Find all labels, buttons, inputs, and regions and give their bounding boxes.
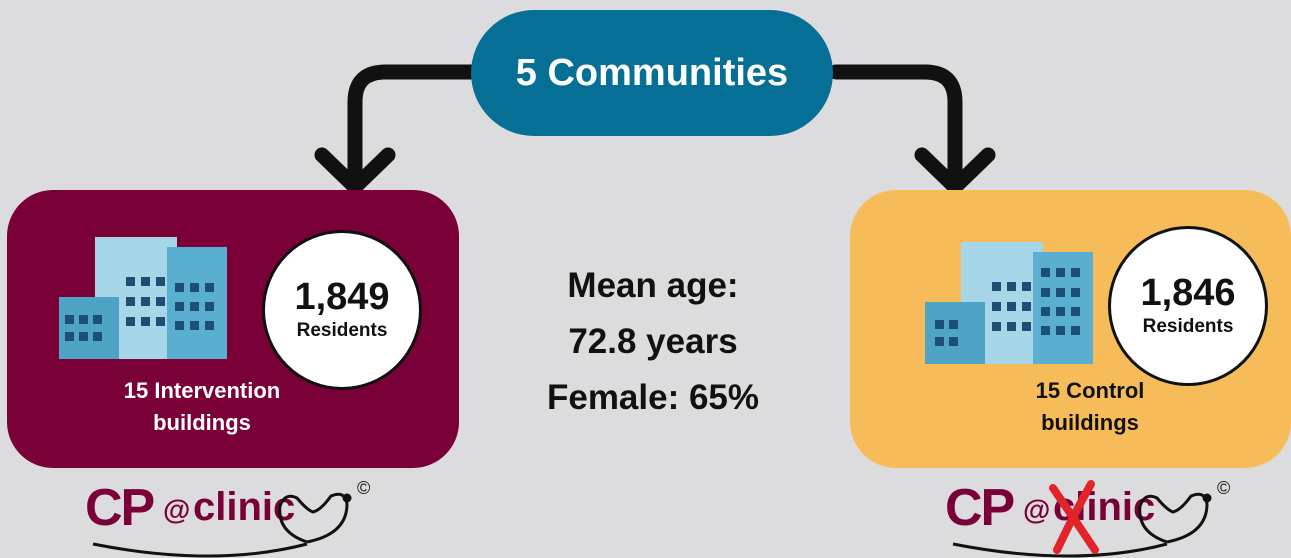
cp-clinic-logo: CP @ clinic © — [85, 478, 375, 558]
buildings-icon — [59, 237, 227, 359]
resident-count: 1,846 — [1140, 272, 1236, 315]
resident-count-badge: 1,849 Residents — [262, 230, 422, 390]
resident-count-label: Residents — [296, 319, 388, 341]
cross-out-icon — [1049, 480, 1099, 554]
right-connector-line — [828, 64, 963, 193]
right-arrowhead-icon — [914, 147, 996, 195]
cp-clinic-logo-crossed: CP @ clinic © — [945, 478, 1235, 558]
logo-cp-text: CP — [85, 479, 155, 537]
buildings-icon — [925, 242, 1093, 364]
resident-count-badge: 1,846 Residents — [1108, 226, 1268, 386]
control-card: 1,846 Residents 15 Control buildings — [850, 190, 1291, 468]
left-connector-line — [347, 64, 480, 193]
logo-copyright: © — [357, 478, 371, 498]
logo-cp-text: CP — [945, 479, 1015, 537]
mean-age-heading: Mean age: — [567, 266, 739, 305]
communities-label: 5 Communities — [515, 51, 789, 94]
left-arrowhead-icon — [314, 147, 396, 195]
communities-pill: 5 Communities — [471, 10, 833, 136]
intervention-card: 1,849 Residents 15 Intervention building… — [7, 190, 459, 468]
logo-clinic-text: clinic — [193, 485, 296, 529]
female-share: Female: 65% — [546, 378, 760, 417]
logo-at-text: @ — [163, 494, 191, 525]
resident-count-label: Residents — [1142, 315, 1234, 337]
demographic-stats: Mean age: 72.8 years Female: 65% — [508, 258, 798, 426]
resident-count: 1,849 — [294, 276, 390, 319]
mean-age-value: 72.8 years — [568, 322, 738, 361]
stethoscope-icon — [92, 492, 352, 558]
stethoscope-icon — [952, 492, 1212, 558]
logo-copyright: © — [1217, 478, 1231, 498]
control-caption: 15 Control buildings — [1035, 378, 1145, 435]
logo-at-text: @ — [1023, 494, 1051, 525]
intervention-caption: 15 Intervention buildings — [123, 378, 281, 435]
